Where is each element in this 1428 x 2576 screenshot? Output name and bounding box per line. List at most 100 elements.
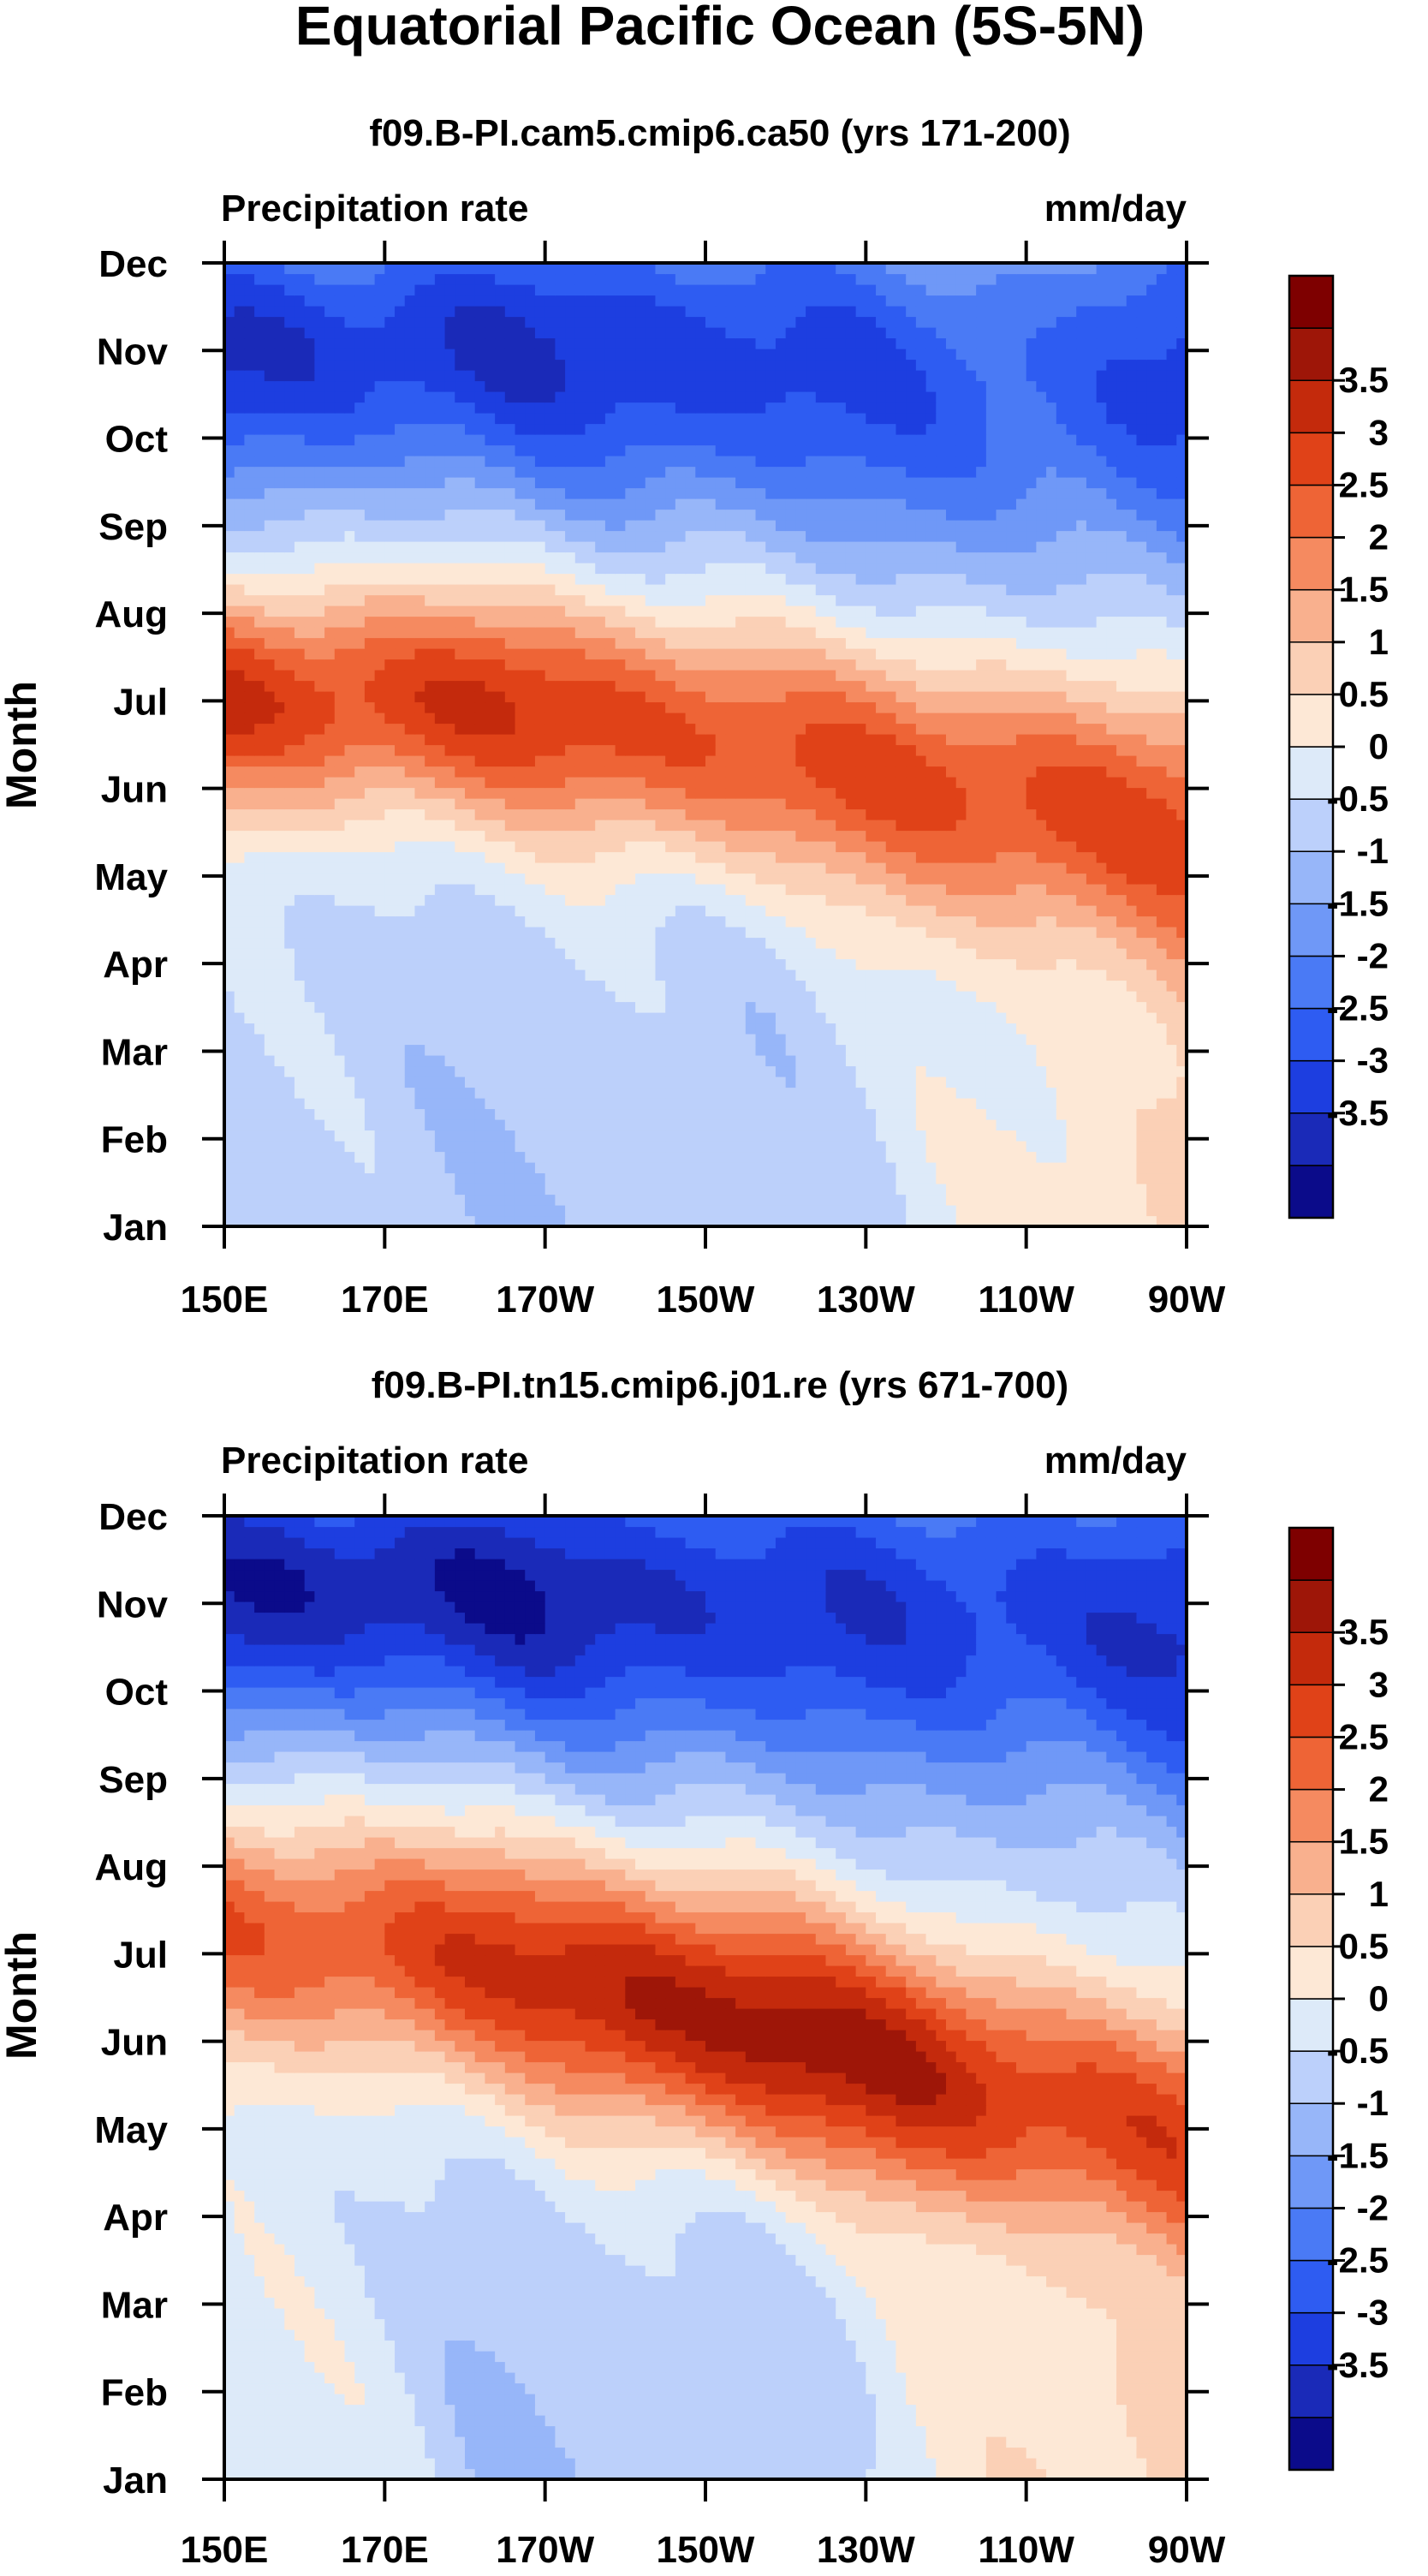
field-cell: [525, 1076, 536, 1088]
field-cell: [465, 894, 476, 906]
field-cell: [915, 1205, 927, 1217]
field-cell: [485, 937, 496, 949]
field-cell: [806, 980, 817, 992]
field-cell: [946, 1215, 957, 1227]
field-cell: [1116, 1098, 1128, 1110]
field-cell: [1146, 691, 1157, 703]
field-cell: [1136, 884, 1147, 896]
field-cell: [474, 1087, 486, 1099]
field-cell: [1096, 680, 1107, 692]
field-cell: [284, 691, 295, 703]
field-cell: [715, 1065, 727, 1077]
field-cell: [855, 1130, 866, 1142]
field-cell: [324, 808, 336, 820]
field-cell: [444, 1055, 455, 1067]
field-cell: [955, 820, 967, 832]
field-cell: [495, 873, 506, 885]
field-cell: [1066, 1044, 1077, 1056]
field-cell: [404, 991, 416, 1003]
field-cell: [705, 948, 717, 960]
field-cell: [906, 755, 917, 767]
field-cell: [845, 1119, 857, 1131]
field-cell: [314, 915, 325, 927]
field-cell: [1026, 755, 1037, 767]
field-cell: [574, 873, 586, 885]
field-cell: [795, 798, 806, 810]
field-cell: [806, 884, 817, 896]
field-cell: [354, 884, 366, 896]
field-cell: [966, 755, 977, 767]
field-cell: [1156, 927, 1168, 939]
field-cell: [966, 948, 977, 960]
field-cell: [504, 1012, 516, 1024]
field-cell: [685, 1141, 696, 1153]
field-cell: [1046, 744, 1057, 756]
field-cell: [354, 1194, 366, 1206]
field-cell: [1106, 1023, 1117, 1035]
field-cell: [1046, 915, 1057, 927]
field-cell: [1156, 1087, 1168, 1099]
field-cell: [1046, 734, 1057, 746]
field-cell: [705, 744, 717, 756]
field-cell: [264, 873, 276, 885]
field-cell: [304, 734, 315, 746]
field-cell: [485, 1215, 496, 1227]
field-cell: [735, 927, 747, 939]
field-cell: [1166, 873, 1177, 885]
field-cell: [504, 905, 516, 917]
field-cell: [404, 969, 416, 981]
field-cell: [374, 841, 385, 853]
field-cell: [414, 1151, 425, 1163]
field-cell: [425, 927, 436, 939]
field-cell: [936, 1119, 947, 1131]
field-cell: [1076, 1098, 1087, 1110]
field-cell: [845, 1108, 857, 1120]
field-cell: [495, 744, 506, 756]
field-cell: [655, 755, 666, 767]
field-cell: [595, 1087, 606, 1099]
field-cell: [364, 980, 376, 992]
field-cell: [1006, 991, 1017, 1003]
field-cell: [565, 884, 576, 896]
field-cell: [565, 1130, 576, 1142]
field-cell: [595, 1012, 606, 1024]
field-cell: [825, 1184, 836, 1196]
field-cell: [806, 777, 817, 789]
field-cell: [444, 734, 455, 746]
field-cell: [1096, 820, 1107, 832]
field-cell: [465, 777, 476, 789]
field-cell: [304, 680, 315, 692]
field-cell: [404, 1098, 416, 1110]
field-cell: [645, 1023, 657, 1035]
field-cell: [404, 1012, 416, 1024]
field-cell: [755, 1119, 766, 1131]
field-cell: [1116, 958, 1128, 970]
field-cell: [855, 1065, 866, 1077]
field-cell: [604, 969, 616, 981]
field-cell: [836, 723, 847, 735]
field-cell: [425, 1098, 436, 1110]
field-cell: [1066, 798, 1077, 810]
field-cell: [665, 851, 676, 863]
field-cell: [735, 873, 747, 885]
field-cell: [344, 894, 355, 906]
field-cell: [635, 1119, 646, 1131]
field-cell: [555, 1172, 566, 1184]
field-cell: [1046, 1023, 1057, 1035]
field-cell: [775, 713, 787, 724]
field-cell: [885, 884, 897, 896]
field-cell: [1046, 1215, 1057, 1227]
field-cell: [595, 1215, 606, 1227]
field-cell: [815, 905, 827, 917]
field-cell: [695, 1012, 706, 1024]
field-cell: [364, 1184, 376, 1196]
field-cell: [885, 1001, 897, 1013]
field-cell: [434, 841, 446, 853]
field-cell: [665, 1130, 676, 1142]
field-cell: [474, 841, 486, 853]
field-cell: [775, 798, 787, 810]
field-cell: [284, 851, 295, 863]
field-cell: [966, 1130, 977, 1142]
field-cell: [495, 734, 506, 746]
field-cell: [1015, 915, 1027, 927]
